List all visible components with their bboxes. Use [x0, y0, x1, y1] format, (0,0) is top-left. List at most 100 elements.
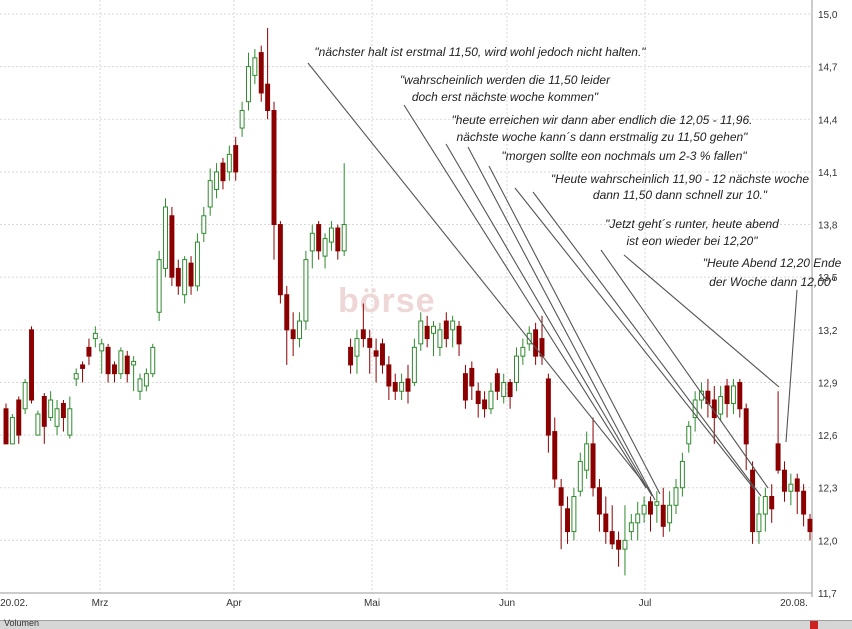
annotation-2: "wahrscheinlich werden die 11,50 leider d… [400, 73, 647, 489]
candle-body [73, 373, 79, 380]
candle-body [277, 224, 283, 296]
candle-body [105, 346, 111, 375]
y-tick-label: 13,2 [818, 326, 838, 337]
candle-body [475, 390, 481, 405]
candle-body [124, 355, 130, 375]
candle-body [501, 381, 507, 397]
candle-down [60, 400, 66, 432]
candle-body [22, 381, 28, 410]
candle-body [743, 408, 749, 445]
candle-down [335, 224, 341, 260]
candle-up [35, 410, 41, 436]
candle-down [507, 378, 513, 409]
candle-down [781, 461, 787, 502]
candle-body [488, 390, 494, 410]
candle-down [609, 505, 615, 550]
candle-body [424, 325, 430, 340]
annotation-7: "Heute Abend 12,20 Ende der Woche dann 12… [703, 256, 842, 443]
candle-body [762, 496, 768, 515]
candle-up [297, 312, 303, 348]
annotation-text: "nächster halt ist erstmal 11,50, wird w… [314, 45, 646, 59]
candle-up [762, 487, 768, 532]
candle-body [737, 381, 743, 410]
annotation-connector [488, 165, 661, 495]
candle-down [392, 373, 398, 400]
annotation-text: doch erst nächste woche kommen" [412, 90, 599, 104]
candle-up [520, 338, 526, 365]
candle-up [577, 452, 583, 497]
candle-body [239, 110, 245, 129]
annotation-connector [307, 62, 652, 493]
candle-body [360, 329, 366, 340]
candle-up [679, 452, 685, 497]
candle-body [16, 399, 22, 436]
y-tick-label: 14,4 [818, 115, 838, 126]
y-tick-label: 12,6 [818, 431, 838, 442]
close-icon[interactable] [810, 621, 818, 629]
candle-body [660, 504, 666, 527]
candle-down [443, 312, 449, 348]
candle-down [724, 378, 730, 418]
candle-up [622, 505, 628, 576]
candle-body [226, 153, 232, 173]
candle-body [462, 373, 468, 401]
candle-up [730, 378, 736, 415]
volume-panel-header[interactable]: Volumen [0, 618, 852, 629]
watermark-logo: börse [338, 282, 436, 320]
annotation-3: "heute erreichen wir dann aber endlich d… [445, 113, 752, 501]
candle-up [156, 250, 162, 322]
candle-body [271, 110, 277, 226]
annotation-5: "Heute wahrscheinlich 11,90 - 12 nächste… [514, 172, 809, 497]
y-tick-label: 12,9 [818, 378, 838, 389]
candle-up [48, 391, 54, 422]
candle-down [533, 322, 539, 365]
annotation-text: nächste woche kann´s dann erstmalig zu 1… [457, 130, 749, 144]
candle-body [443, 320, 449, 340]
candle-down [794, 473, 800, 515]
candle-up [437, 322, 443, 357]
candle-body [233, 145, 239, 173]
candle-down [284, 285, 290, 365]
y-tick-label: 13,8 [818, 221, 838, 232]
candle-up [118, 347, 124, 379]
annotation-connector [785, 289, 798, 443]
candle-body [590, 443, 596, 489]
annotation-text: ist eon wieder bei 12,20" [626, 234, 758, 248]
annotation-connector [403, 104, 647, 489]
candle-body [418, 320, 424, 345]
candle-body [686, 425, 692, 445]
candle-body [616, 539, 622, 550]
candle-up [92, 326, 98, 348]
candle-body [533, 329, 539, 357]
candle-down [169, 207, 175, 286]
candle-body [118, 350, 124, 375]
y-tick-label: 13,5 [818, 273, 838, 284]
candles [3, 28, 813, 576]
candle-body [450, 320, 456, 331]
candle-body [469, 367, 475, 387]
candle-down [16, 396, 22, 444]
candle-up [54, 400, 60, 436]
candle-body [322, 238, 328, 257]
candle-body [647, 501, 653, 515]
annotation-text: "Heute Abend 12,20 Ende [703, 256, 842, 270]
candle-up [756, 496, 762, 544]
annotation-text: dann 11,50 dann schnell zur 10." [593, 188, 768, 202]
candle-body [769, 496, 775, 510]
candle-up [322, 233, 328, 269]
candle-body [3, 408, 9, 445]
candle-down [743, 403, 749, 471]
candle-body [730, 385, 736, 405]
candle-body [9, 417, 15, 445]
candle-body [316, 224, 322, 252]
candle-down [565, 496, 571, 544]
candle-up [150, 343, 156, 378]
candle-body [35, 413, 41, 436]
annotation-connector [532, 191, 762, 497]
candle-body [328, 227, 334, 243]
candle-body [750, 469, 756, 533]
candle-down [750, 461, 756, 544]
annotation-text: "morgen sollte eon nochmals um 2-3 % fal… [501, 149, 747, 163]
candle-down [3, 403, 9, 445]
x-tick-label: 20.02. [0, 598, 28, 609]
